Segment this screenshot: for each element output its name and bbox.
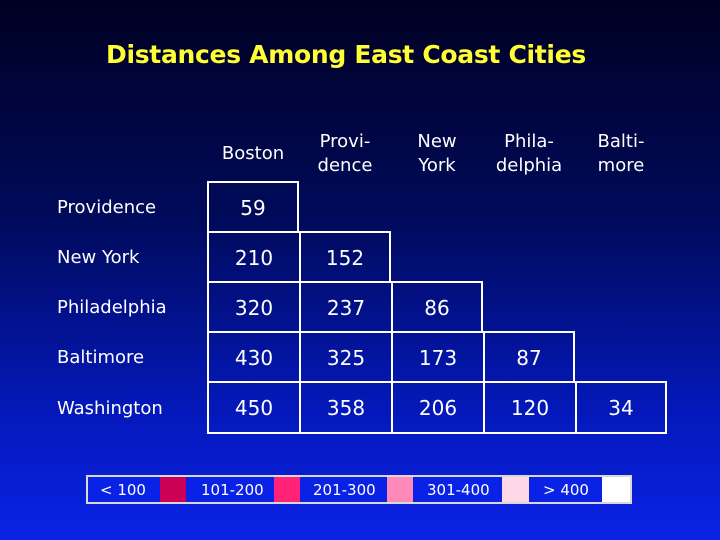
column-header-boston: Boston xyxy=(221,143,285,164)
row-label-washington: Washington xyxy=(57,397,163,419)
legend-label-301-400: 301-400 xyxy=(427,480,490,499)
distance-cell: 325 xyxy=(299,331,391,382)
slide-title: Distances Among East Coast Cities xyxy=(106,40,586,69)
distance-cell: 173 xyxy=(391,331,483,382)
column-header-philadelphia: Phila- delphia xyxy=(495,131,563,176)
distance-cell: 320 xyxy=(207,281,299,332)
distance-cell: 210 xyxy=(207,231,299,282)
distance-cell: 34 xyxy=(575,381,667,434)
legend-label-201-300: 201-300 xyxy=(313,480,376,499)
legend-swatch-201-300 xyxy=(387,477,413,502)
row-label-new-york: New York xyxy=(57,246,140,268)
column-header-baltimore: Balti- more xyxy=(597,131,645,176)
distance-cell: 430 xyxy=(207,331,299,382)
distance-cell: 86 xyxy=(391,281,483,332)
distance-cell: 206 xyxy=(391,381,483,434)
distance-cell: 59 xyxy=(207,181,299,232)
column-header-new-york: New York xyxy=(417,131,457,176)
distance-cell: 450 xyxy=(207,381,299,434)
distance-cell: 152 xyxy=(299,231,391,282)
row-label-philadelphia: Philadelphia xyxy=(57,296,167,318)
legend-swatch-under-100 xyxy=(160,477,186,502)
legend-label-101-200: 101-200 xyxy=(201,480,264,499)
distance-cell: 237 xyxy=(299,281,391,332)
row-label-baltimore: Baltimore xyxy=(57,346,145,368)
distance-cell: 120 xyxy=(483,381,575,434)
column-header-providence: Provi- dence xyxy=(317,131,373,176)
legend-label-under-100: < 100 xyxy=(100,480,146,499)
color-legend: < 100 101-200 201-300 301-400 > 400 xyxy=(86,475,632,504)
distance-cell: 358 xyxy=(299,381,391,434)
legend-swatch-301-400 xyxy=(502,477,529,502)
row-label-providence: Providence xyxy=(57,196,157,218)
distance-cell: 87 xyxy=(483,331,575,382)
legend-label-over-400: > 400 xyxy=(543,480,589,499)
legend-swatch-over-400 xyxy=(602,477,630,502)
legend-swatch-101-200 xyxy=(274,477,300,502)
